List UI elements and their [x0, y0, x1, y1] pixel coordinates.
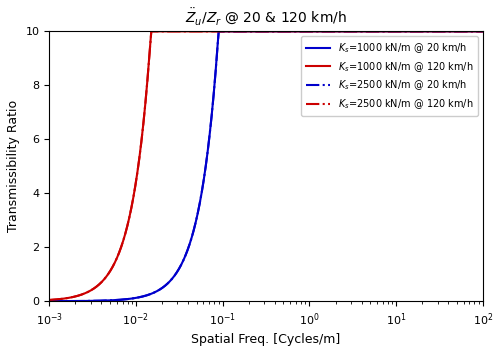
- $K_s$=1000 kN/m @ 20 km/h: [64, 299, 70, 303]
- Y-axis label: Transmissibility Ratio: Transmissibility Ratio: [7, 100, 20, 232]
- $K_s$=1000 kN/m @ 20 km/h: [216, 29, 222, 34]
- Title: $\ddot{Z}_u/Z_r$ @ 20 & 120 km/h: $\ddot{Z}_u/Z_r$ @ 20 & 120 km/h: [185, 7, 347, 28]
- $K_s$=1000 kN/m @ 120 km/h: [457, 29, 463, 34]
- $K_s$=2500 kN/m @ 120 km/h: [258, 29, 264, 34]
- $K_s$=2500 kN/m @ 120 km/h: [46, 298, 52, 302]
- Line: $K_s$=2500 kN/m @ 120 km/h: $K_s$=2500 kN/m @ 120 km/h: [49, 31, 483, 300]
- $K_s$=2500 kN/m @ 120 km/h: [148, 29, 154, 34]
- $K_s$=1000 kN/m @ 120 km/h: [72, 294, 78, 299]
- $K_s$=1000 kN/m @ 120 km/h: [131, 190, 137, 195]
- $K_s$=2500 kN/m @ 120 km/h: [72, 294, 78, 299]
- $K_s$=2500 kN/m @ 20 km/h: [131, 296, 137, 300]
- $K_s$=2500 kN/m @ 20 km/h: [457, 29, 463, 34]
- $K_s$=2500 kN/m @ 20 km/h: [46, 299, 52, 303]
- $K_s$=1000 kN/m @ 20 km/h: [46, 299, 52, 303]
- $K_s$=1000 kN/m @ 120 km/h: [48, 298, 54, 302]
- $K_s$=2500 kN/m @ 20 km/h: [64, 299, 70, 303]
- $K_s$=1000 kN/m @ 120 km/h: [480, 29, 486, 34]
- Line: $K_s$=1000 kN/m @ 20 km/h: $K_s$=1000 kN/m @ 20 km/h: [49, 31, 483, 301]
- $K_s$=1000 kN/m @ 120 km/h: [64, 296, 70, 300]
- $K_s$=2500 kN/m @ 120 km/h: [457, 29, 463, 34]
- $K_s$=2500 kN/m @ 120 km/h: [480, 29, 486, 34]
- $K_s$=2500 kN/m @ 20 km/h: [480, 29, 486, 34]
- X-axis label: Spatial Freq. [Cycles/m]: Spatial Freq. [Cycles/m]: [192, 333, 340, 346]
- $K_s$=1000 kN/m @ 20 km/h: [480, 29, 486, 34]
- $K_s$=1000 kN/m @ 120 km/h: [46, 298, 52, 302]
- $K_s$=2500 kN/m @ 20 km/h: [258, 29, 264, 34]
- Line: $K_s$=1000 kN/m @ 120 km/h: $K_s$=1000 kN/m @ 120 km/h: [49, 31, 483, 300]
- $K_s$=1000 kN/m @ 20 km/h: [457, 29, 463, 34]
- $K_s$=1000 kN/m @ 120 km/h: [148, 29, 154, 34]
- Legend: $K_s$=1000 kN/m @ 20 km/h, $K_s$=1000 kN/m @ 120 km/h, $K_s$=2500 kN/m @ 20 km/h: $K_s$=1000 kN/m @ 20 km/h, $K_s$=1000 kN…: [300, 36, 478, 116]
- $K_s$=2500 kN/m @ 120 km/h: [64, 296, 70, 300]
- $K_s$=1000 kN/m @ 20 km/h: [72, 299, 78, 303]
- $K_s$=1000 kN/m @ 120 km/h: [258, 29, 264, 34]
- $K_s$=1000 kN/m @ 20 km/h: [48, 299, 54, 303]
- Line: $K_s$=2500 kN/m @ 20 km/h: $K_s$=2500 kN/m @ 20 km/h: [49, 31, 483, 301]
- $K_s$=2500 kN/m @ 20 km/h: [48, 299, 54, 303]
- $K_s$=2500 kN/m @ 20 km/h: [72, 299, 78, 303]
- $K_s$=2500 kN/m @ 120 km/h: [131, 190, 137, 195]
- $K_s$=2500 kN/m @ 20 km/h: [216, 29, 222, 34]
- $K_s$=1000 kN/m @ 20 km/h: [258, 29, 264, 34]
- $K_s$=2500 kN/m @ 120 km/h: [48, 298, 54, 302]
- $K_s$=1000 kN/m @ 20 km/h: [131, 296, 137, 300]
